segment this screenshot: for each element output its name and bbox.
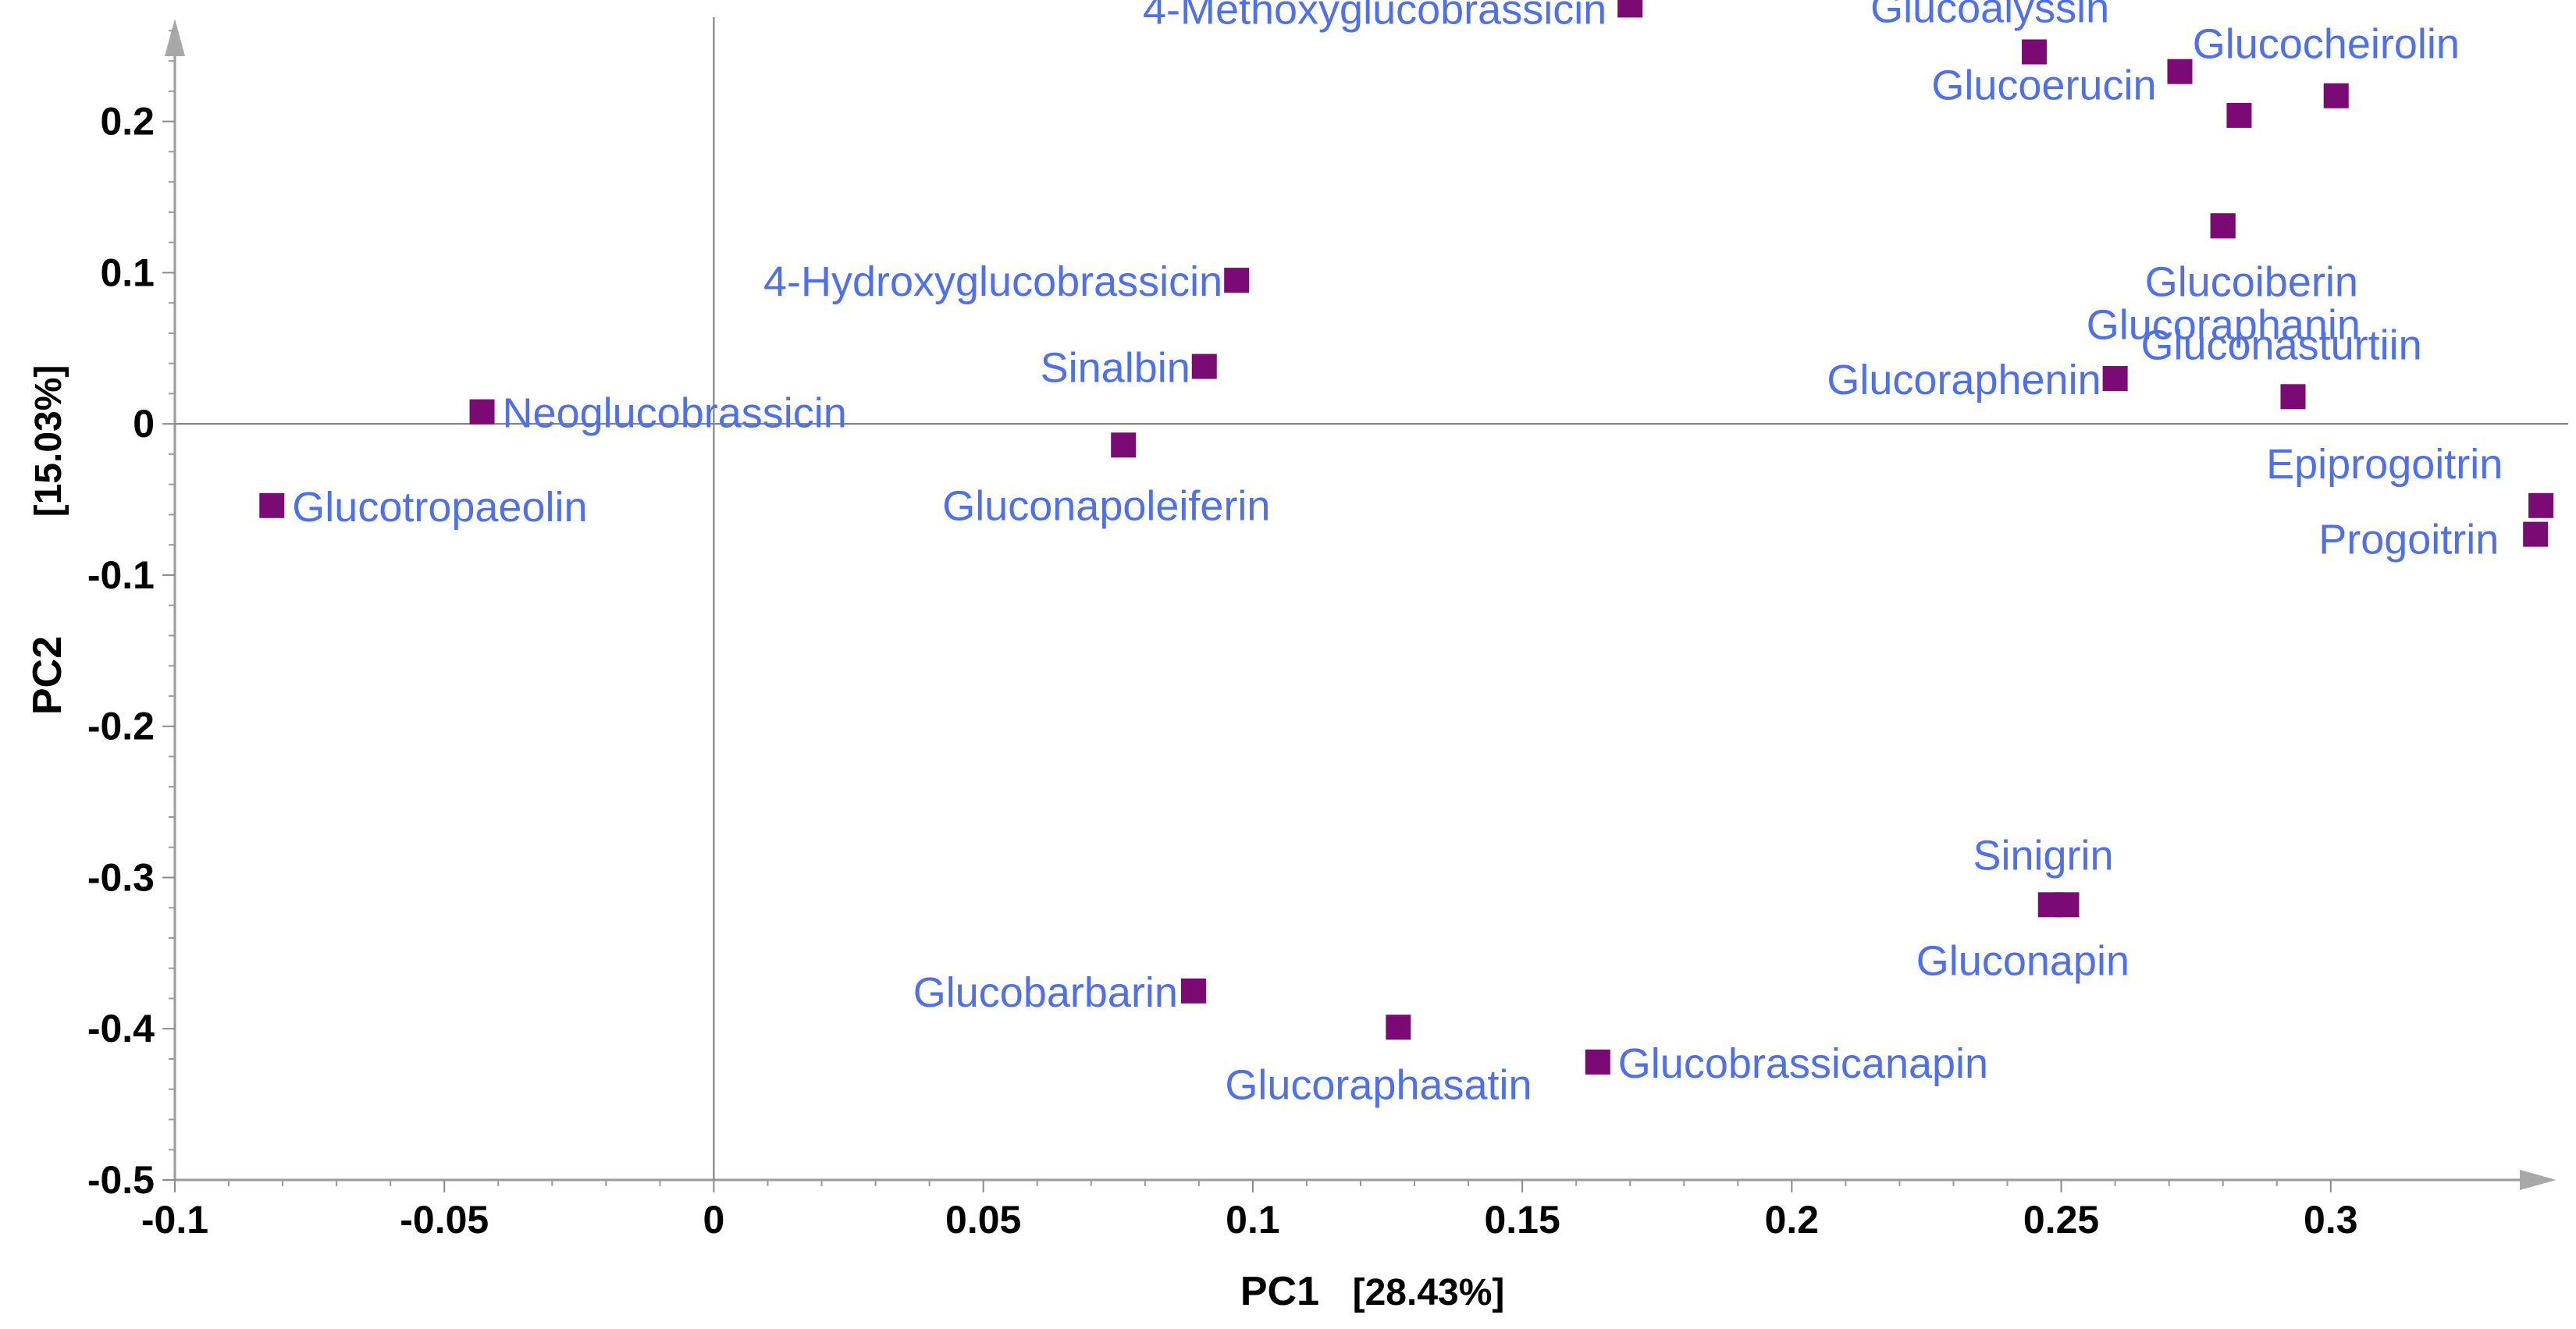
y-axis-title-percent: [15.03%] bbox=[28, 365, 69, 517]
x-axis-title-percent: [28.43%] bbox=[1353, 1272, 1505, 1313]
point-marker-glucoiberin bbox=[2210, 213, 2236, 239]
point-marker-glucoalyssin bbox=[2022, 39, 2048, 65]
y-tick-label: -0.1 bbox=[87, 553, 155, 597]
point-label-sinalbin: Sinalbin bbox=[1041, 345, 1190, 392]
point-marker-glucoraphenin bbox=[2102, 366, 2128, 392]
point-marker-neoglucobrassicin bbox=[469, 399, 495, 425]
y-axis-title: PC2 bbox=[25, 636, 70, 715]
x-tick-label: 0 bbox=[703, 1198, 725, 1242]
scatter-points: 4-Methoxyglucobrassicin Glucoalyssin Gluco… bbox=[259, 0, 2554, 1108]
x-tick-label: -0.05 bbox=[400, 1198, 489, 1242]
x-axis-ticks: -0.1 -0.05 0 0.05 0.1 0.15 0.2 0.25 0.3 bbox=[141, 1180, 2358, 1242]
point-marker-gluconapoleiferin bbox=[1111, 432, 1137, 458]
point-label-gluconasturtiin: Gluconasturtiin bbox=[2140, 322, 2421, 368]
x-tick-label: -0.1 bbox=[141, 1198, 208, 1242]
point-label-glucoiberin: Glucoiberin bbox=[2145, 258, 2358, 305]
point-label-glucoalyssin: Glucoalyssin bbox=[1870, 0, 2109, 32]
x-tick-label: 0.15 bbox=[1484, 1198, 1560, 1242]
point-marker-4-methoxyglucobrassicin bbox=[1617, 0, 1643, 18]
x-tick-label: 0.05 bbox=[945, 1198, 1021, 1242]
point-label-glucobrassicanapin: Glucobrassicanapin bbox=[1618, 1040, 1988, 1087]
point-label-glucobarbarin: Glucobarbarin bbox=[913, 969, 1178, 1016]
point-label-gluconapoleiferin: Gluconapoleiferin bbox=[942, 482, 1270, 529]
point-label-glucoraphenin: Glucoraphenin bbox=[1827, 357, 2101, 403]
point-label-4-hydroxyglucobrassicin: 4-Hydroxyglucobrassicin bbox=[763, 258, 1222, 305]
x-axis-arrow bbox=[2520, 1170, 2556, 1190]
y-tick-label: -0.3 bbox=[87, 855, 155, 899]
point-label-progoitrin: Progoitrin bbox=[2318, 517, 2499, 563]
point-label-epiprogoitrin: Epiprogoitrin bbox=[2266, 441, 2503, 488]
point-marker-glucocheirolin bbox=[2323, 83, 2349, 108]
point-marker-unlabeled-4 bbox=[2226, 102, 2252, 128]
point-label-glucoerucin: Glucoerucin bbox=[1931, 62, 2156, 109]
point-marker-progoitrin bbox=[2523, 521, 2549, 547]
x-tick-label: 0.1 bbox=[1226, 1198, 1280, 1242]
point-label-glucocheirolin: Glucocheirolin bbox=[2193, 21, 2460, 68]
point-marker-gluconapin bbox=[2037, 892, 2063, 918]
y-axis-arrow bbox=[165, 19, 185, 56]
point-label-glucoraphasatin: Glucoraphasatin bbox=[1225, 1061, 1532, 1108]
point-marker-4-hydroxyglucobrassicin bbox=[1224, 268, 1250, 293]
point-marker-glucobarbarin bbox=[1180, 978, 1206, 1004]
y-axis-ticks: 0.2 0.1 0 -0.1 -0.2 -0.3 -0.4 -0.5 bbox=[87, 30, 175, 1202]
y-tick-label: 0.1 bbox=[100, 251, 155, 294]
point-label-neoglucobrassicin: Neoglucobrassicin bbox=[503, 390, 847, 437]
point-label-4-methoxyglucobrassicin: 4-Methoxyglucobrassicin bbox=[1143, 0, 1606, 33]
x-tick-label: 0.25 bbox=[2023, 1198, 2099, 1242]
y-tick-label: 0 bbox=[133, 402, 155, 446]
point-marker-glucobrassicanapin bbox=[1585, 1049, 1610, 1075]
point-label-sinigrin: Sinigrin bbox=[1973, 832, 2113, 879]
point-marker-gluconasturtiin bbox=[2280, 384, 2306, 410]
x-tick-label: 0.3 bbox=[2304, 1198, 2358, 1242]
point-label-glucotropaeolin: Glucotropaeolin bbox=[292, 484, 587, 531]
point-marker-glucoraphasatin bbox=[1386, 1015, 1411, 1040]
point-marker-epiprogoitrin bbox=[2528, 492, 2554, 518]
point-label-gluconapin: Gluconapin bbox=[1916, 937, 2129, 984]
x-tick-label: 0.2 bbox=[1765, 1198, 1820, 1242]
point-marker-sinalbin bbox=[1191, 354, 1217, 379]
y-tick-label: -0.4 bbox=[87, 1007, 155, 1050]
y-tick-label: -0.5 bbox=[87, 1158, 155, 1202]
y-tick-label: 0.2 bbox=[100, 100, 155, 144]
x-axis-title: PC1 bbox=[1240, 1269, 1319, 1314]
point-marker-glucoerucin bbox=[2167, 59, 2193, 84]
point-marker-glucotropaeolin bbox=[259, 492, 285, 518]
y-tick-label: -0.2 bbox=[87, 705, 155, 748]
point-label-glucoraphanin: Glucoraphanin bbox=[2087, 301, 2361, 348]
